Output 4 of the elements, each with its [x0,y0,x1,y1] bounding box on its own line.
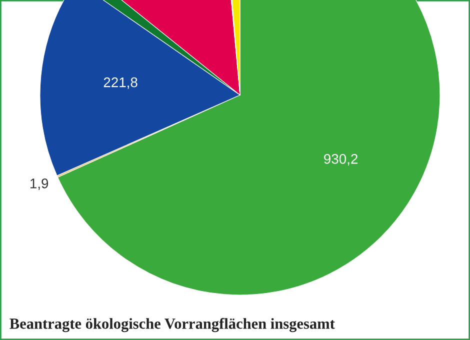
text: Beantragte ökologische Vorrangflächen insgesamt [10,318,335,332]
data-label: 930,2 [324,154,358,166]
data-label: 1,9 [30,178,48,190]
data-label: 221,8 [104,77,138,89]
